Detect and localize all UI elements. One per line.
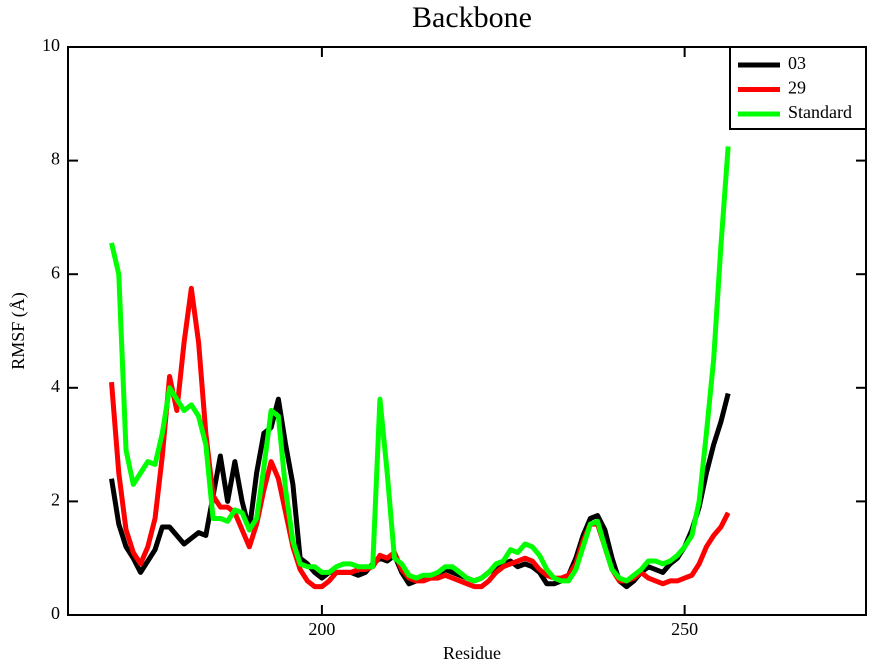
legend-label: Standard <box>788 102 852 122</box>
chart-title: Backbone <box>412 1 532 34</box>
x-tick-label: 250 <box>671 619 698 639</box>
series-line <box>109 146 731 584</box>
x-tick-label: 200 <box>308 619 335 639</box>
y-axis-label: RMSF (Å) <box>8 292 29 370</box>
legend-label: 03 <box>788 53 806 73</box>
y-tick-label: 8 <box>51 149 60 169</box>
y-tick-label: 4 <box>51 376 60 396</box>
y-tick-label: 0 <box>51 603 60 623</box>
y-tick-label: 6 <box>51 262 60 282</box>
x-axis-label: Residue <box>443 643 501 663</box>
y-tick-label: 2 <box>51 490 60 510</box>
y-tick-label: 10 <box>42 35 60 55</box>
legend-label: 29 <box>788 78 806 98</box>
plot-frame <box>67 46 867 616</box>
